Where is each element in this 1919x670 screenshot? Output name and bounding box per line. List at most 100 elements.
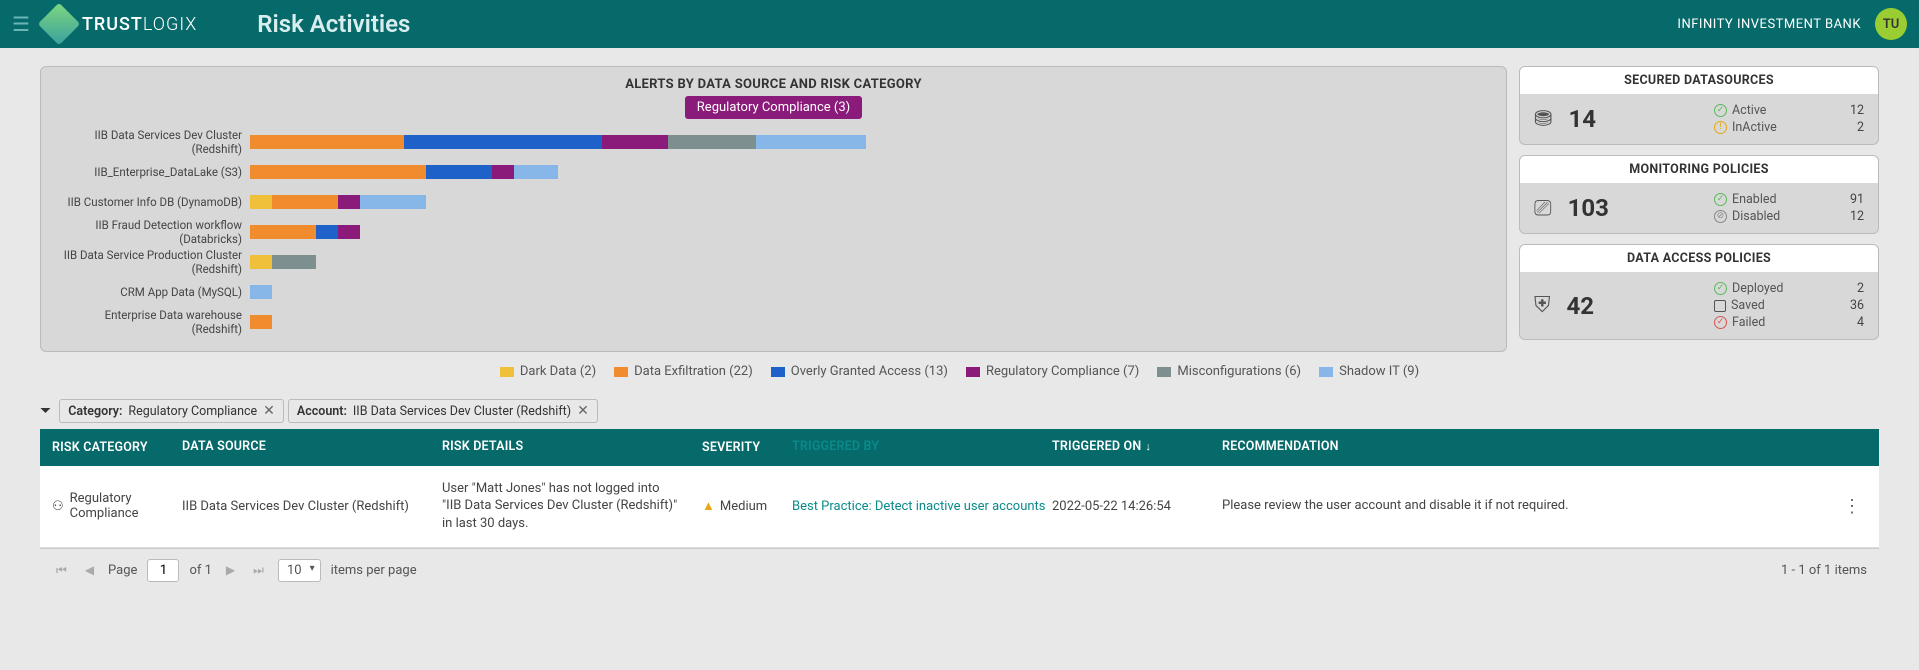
chart-segment[interactable]	[272, 255, 316, 269]
sort-desc-icon: ↓	[1145, 440, 1151, 453]
page-next-icon[interactable]: ▶	[222, 563, 239, 577]
legend-label: Misconfigurations (6)	[1177, 364, 1301, 379]
col-data-source[interactable]: DATA SOURCE	[182, 439, 442, 456]
chart-segment[interactable]	[272, 195, 338, 209]
chart-bars[interactable]: IIB Data Services Dev Cluster (Redshift)…	[55, 127, 1492, 337]
chart-segment[interactable]	[360, 195, 426, 209]
status-icon: ✓	[1714, 316, 1727, 329]
chart-segment[interactable]	[250, 225, 316, 239]
database-icon: ⛃	[1534, 107, 1552, 132]
menu-icon[interactable]: ☰	[12, 12, 30, 36]
col-recommendation[interactable]: RECOMMENDATION	[1222, 439, 1837, 456]
chart-row[interactable]: IIB Fraud Detection workflow (Databricks…	[55, 217, 1492, 247]
legend-item[interactable]: Data Exfiltration (22)	[614, 364, 753, 379]
chart-segment[interactable]	[492, 165, 514, 179]
status-icon: ✓	[1714, 282, 1727, 295]
chart-segment[interactable]	[602, 135, 668, 149]
chart-segment[interactable]	[316, 225, 338, 239]
table-row[interactable]: ⚇Regulatory Compliance IIB Data Services…	[40, 466, 1879, 548]
page-last-icon[interactable]: ⏭	[249, 563, 268, 578]
chip-remove-icon[interactable]: ✕	[577, 403, 589, 419]
chip-value: Regulatory Compliance	[128, 404, 257, 419]
col-triggered-on[interactable]: TRIGGERED ON↓	[1052, 439, 1222, 456]
stat-value: 12	[1850, 103, 1864, 118]
col-triggered-by[interactable]: TRIGGERED BY	[792, 439, 1052, 456]
col-severity[interactable]: SEVERITY	[702, 439, 792, 456]
filter-icon[interactable]: ⏷	[40, 403, 51, 419]
chart-row-label: CRM App Data (MySQL)	[55, 285, 250, 299]
chart-segment[interactable]	[426, 165, 492, 179]
chip-key: Category:	[68, 404, 122, 419]
page-of: of 1	[189, 563, 211, 578]
legend-label: Regulatory Compliance (7)	[986, 364, 1139, 379]
brand-logo[interactable]: TRUSTLOGIX	[44, 9, 197, 39]
status-icon	[1714, 300, 1726, 312]
chart-row[interactable]: IIB Data Services Dev Cluster (Redshift)	[55, 127, 1492, 157]
chart-row[interactable]: IIB Customer Info DB (DynamoDB)	[55, 187, 1492, 217]
legend-swatch	[614, 367, 628, 377]
page-size-select[interactable]: 10	[278, 559, 321, 582]
status-icon: !	[1714, 121, 1727, 134]
row-actions-icon[interactable]: ⋮	[1837, 496, 1867, 517]
legend-label: Overly Granted Access (13)	[791, 364, 948, 379]
stat-label: Deployed	[1732, 281, 1783, 296]
legend-item[interactable]: Dark Data (2)	[500, 364, 596, 379]
chart-row[interactable]: IIB_Enterprise_DataLake (S3)	[55, 157, 1492, 187]
legend-label: Data Exfiltration (22)	[634, 364, 753, 379]
cell-recommendation: Please review the user account and disab…	[1222, 497, 1837, 515]
page-label: Page	[108, 563, 137, 578]
chart-segment[interactable]	[250, 285, 272, 299]
chart-segment[interactable]	[250, 315, 272, 329]
legend-label: Shadow IT (9)	[1339, 364, 1419, 379]
status-icon: ✓	[1714, 104, 1727, 117]
col-risk-category[interactable]: RISK CATEGORY	[52, 439, 182, 456]
filter-chip[interactable]: Account: IIB Data Services Dev Cluster (…	[288, 399, 598, 423]
status-icon: ⊘	[1714, 210, 1727, 223]
chart-segment[interactable]	[668, 135, 756, 149]
chip-key: Account:	[297, 404, 347, 419]
card-count: 103	[1568, 194, 1609, 222]
warning-icon: ▲	[702, 498, 715, 514]
monitor-icon: ⎚	[1534, 196, 1552, 221]
chart-segment[interactable]	[338, 195, 360, 209]
person-icon: ⚇	[52, 499, 64, 514]
chart-segment[interactable]	[250, 165, 426, 179]
page-prev-icon[interactable]: ◀	[81, 563, 98, 577]
page-input[interactable]	[147, 559, 179, 582]
chip-remove-icon[interactable]: ✕	[263, 403, 275, 419]
stat-label: InActive	[1732, 120, 1777, 135]
legend-item[interactable]: Overly Granted Access (13)	[771, 364, 948, 379]
chart-row-label: IIB_Enterprise_DataLake (S3)	[55, 165, 250, 179]
chart-segment[interactable]	[404, 135, 602, 149]
legend-item[interactable]: Misconfigurations (6)	[1157, 364, 1301, 379]
stat-value: 12	[1850, 209, 1864, 224]
chart-row[interactable]: IIB Data Service Production Cluster (Red…	[55, 247, 1492, 277]
chart-segment[interactable]	[250, 255, 272, 269]
chart-tooltip: Regulatory Compliance (3)	[685, 96, 862, 119]
cell-triggered-by[interactable]: Best Practice: Detect inactive user acco…	[792, 499, 1052, 514]
col-risk-details[interactable]: RISK DETAILS	[442, 439, 702, 456]
chart-bar	[250, 165, 1492, 179]
chart-segment[interactable]	[250, 195, 272, 209]
page-first-icon[interactable]: ⏮	[52, 563, 71, 578]
chart-row-label: IIB Fraud Detection workflow (Databricks…	[55, 218, 250, 246]
chart-segment[interactable]	[338, 225, 360, 239]
filter-chip[interactable]: Category: Regulatory Compliance ✕	[59, 399, 284, 423]
chart-title: ALERTS BY DATA SOURCE AND RISK CATEGORY	[55, 77, 1492, 92]
legend-item[interactable]: Regulatory Compliance (7)	[966, 364, 1139, 379]
chart-row-label: IIB Customer Info DB (DynamoDB)	[55, 195, 250, 209]
logo-mark-icon	[38, 3, 80, 45]
chart-bar	[250, 255, 1492, 269]
chart-segment[interactable]	[250, 135, 404, 149]
chart-row[interactable]: Enterprise Data warehouse (Redshift)	[55, 307, 1492, 337]
chart-row[interactable]: CRM App Data (MySQL)	[55, 277, 1492, 307]
chart-segment[interactable]	[756, 135, 866, 149]
user-avatar[interactable]: TU	[1875, 8, 1907, 40]
chart-segment[interactable]	[514, 165, 558, 179]
legend-swatch	[966, 367, 980, 377]
stat-label: Disabled	[1732, 209, 1780, 224]
card-stat: ✓Deployed2	[1714, 280, 1864, 297]
org-name: INFINITY INVESTMENT BANK	[1677, 17, 1861, 32]
chart-row-label: Enterprise Data warehouse (Redshift)	[55, 308, 250, 336]
legend-item[interactable]: Shadow IT (9)	[1319, 364, 1419, 379]
